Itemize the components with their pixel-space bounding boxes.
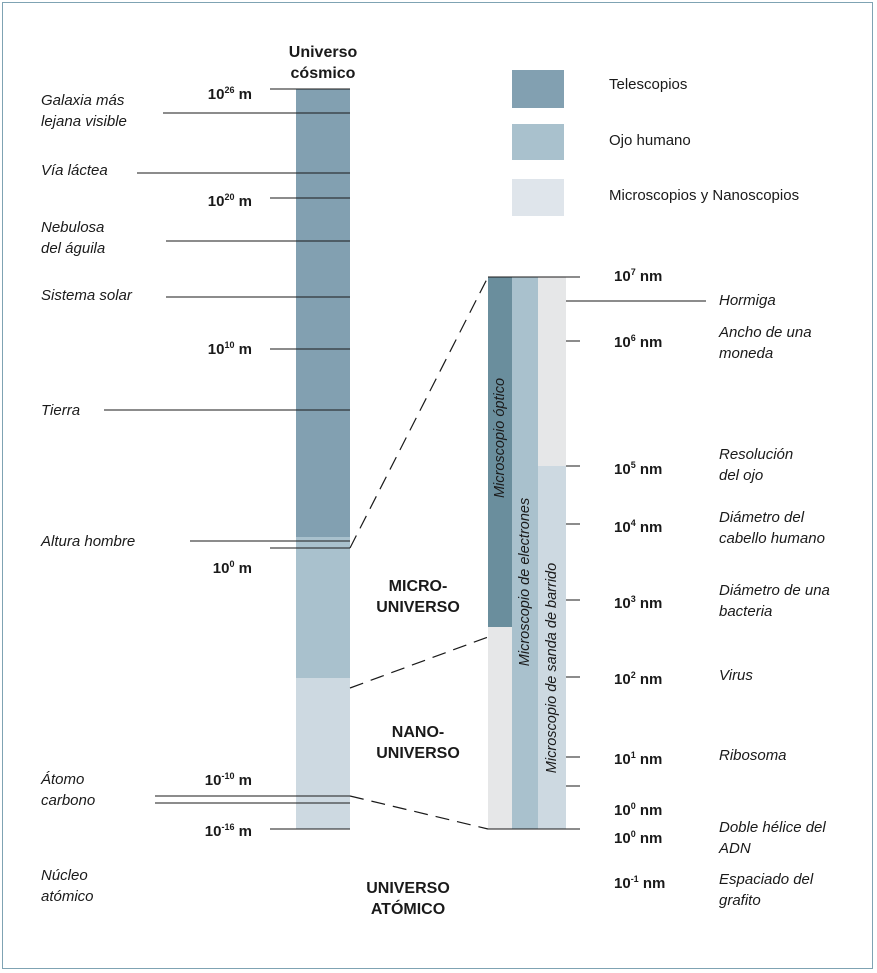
left-object-label: Galaxia más lejana visible [41, 92, 127, 130]
right-bar-optical-bottom [488, 627, 512, 829]
left-title: Universo cósmico [270, 42, 376, 84]
left-scale-label: 10-16 m [204, 822, 252, 840]
left-scale-label: 10-10 m [204, 771, 252, 789]
left-title-line2: cósmico [290, 65, 356, 82]
right-bar-scanning-bottom [538, 466, 566, 829]
left-object-label: Altura hombre [41, 533, 136, 550]
right-scale-label: 102 nm [614, 670, 663, 688]
legend-label-telescopes: Telescopios [609, 76, 688, 93]
legend-swatch-telescopes [512, 70, 564, 108]
right-bar-optical-top [488, 277, 512, 627]
bar-label-optical: Microscopio óptico [492, 377, 508, 499]
right-object-label: Diámetro del cabello humano [719, 509, 825, 547]
region-nano: NANO- UNIVERSO [376, 724, 460, 762]
right-scale-label: 100 nm [614, 829, 663, 847]
left-object-label: Sistema solar [41, 287, 132, 304]
right-object-label: Resolución del ojo [719, 446, 794, 484]
right-object-label: Virus [719, 667, 753, 684]
bar-label-electron: Microscopio de electrones [517, 497, 533, 667]
bar-label-scanning: Microscopio de sanda de barrido [544, 562, 560, 774]
right-object-label: Hormiga [719, 292, 776, 309]
right-scale-label: 107 nm [614, 267, 663, 285]
right-scale-label: 105 nm [614, 460, 663, 478]
right-object-label: Ancho de una moneda [719, 324, 812, 362]
right-object-label: Ribosoma [719, 747, 787, 764]
legend-swatch-microscopes [512, 179, 564, 216]
right-object-label: Doble hélice del ADN [719, 819, 826, 857]
left-object-label: Vía láctea [41, 162, 108, 179]
zoom-lines [349, 276, 489, 830]
left-scale-label: 1026 m [207, 85, 252, 103]
legend-label-microscopes: Microscopios y Nanoscopios [609, 187, 800, 204]
legend-label-eye: Ojo humano [609, 132, 691, 149]
right-scale-label: 106 nm [614, 333, 663, 351]
left-title-line1: Universo [288, 44, 358, 61]
right-bar-scanning-top [538, 277, 566, 466]
right-object-label: Espaciado del grafito [719, 871, 814, 909]
right-scale-label: 103 nm [614, 594, 663, 612]
left-object-lines [104, 112, 350, 804]
left-object-label: Tierra [41, 402, 81, 419]
right-scale-label: 104 nm [614, 518, 663, 536]
right-bar-electron [512, 277, 538, 829]
left-scale-label: 1020 m [207, 192, 252, 210]
region-micro: MICRO- UNIVERSO [376, 578, 460, 616]
region-atomic: UNIVERSO ATÓMICO [366, 880, 450, 918]
right-scale-label: 100 nm [614, 801, 663, 819]
right-scale-ticks [488, 276, 706, 830]
left-object-label: Nebulosa del águila [41, 219, 106, 257]
left-scale-label: 100 m [212, 559, 252, 577]
left-scale-label: 1010 m [207, 340, 252, 358]
left-bar-eye [296, 537, 350, 678]
right-object-label: Diámetro de una bacteria [719, 582, 830, 620]
legend-swatch-eye [512, 124, 564, 160]
left-object-label: Núcleo atómico [41, 867, 94, 905]
left-bar-microscopes [296, 678, 350, 829]
left-bar-telescopes [296, 89, 350, 537]
left-object-label: Átomo carbono [41, 771, 96, 809]
right-scale-label: 10-1 nm [614, 874, 666, 892]
right-scale-label: 101 nm [614, 750, 663, 768]
